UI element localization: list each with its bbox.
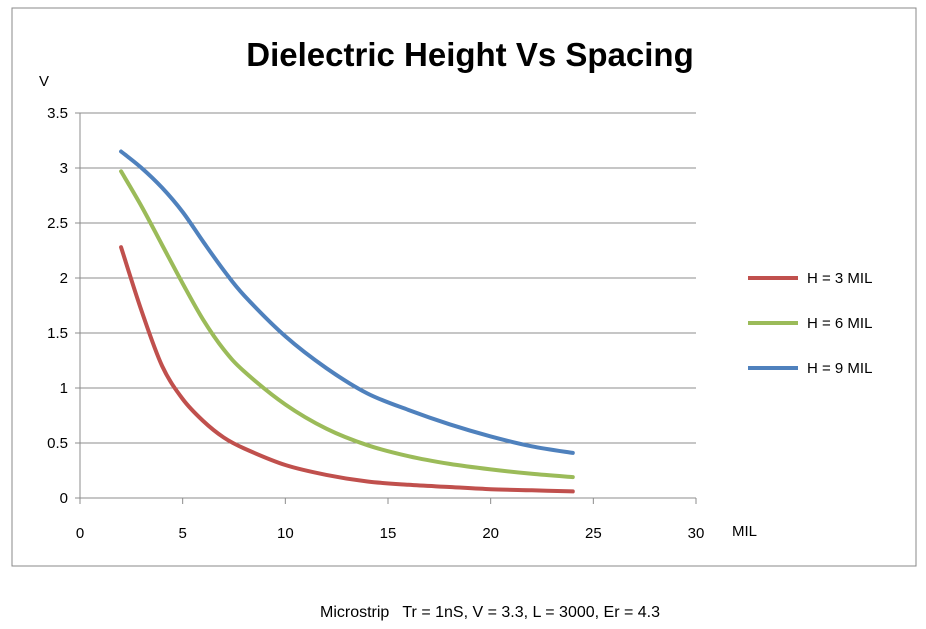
x-axis-label: MIL [732, 523, 757, 540]
x-tick-label: 25 [585, 525, 602, 542]
y-tick-label: 0.5 [47, 435, 68, 452]
axes [75, 112, 697, 504]
legend-label-3: H = 9 MIL [807, 360, 872, 377]
x-tick-label: 15 [380, 525, 397, 542]
x-tick-label: 30 [688, 525, 705, 542]
x-tick-label: 20 [482, 525, 499, 542]
chart-border [11, 7, 917, 567]
legend: H = 3 MIL H = 6 MIL H = 9 MIL [748, 270, 872, 377]
gridlines [80, 112, 696, 444]
y-tick-label: 2 [60, 270, 68, 287]
legend-label-1: H = 3 MIL [807, 270, 872, 287]
legend-label-2: H = 6 MIL [807, 315, 872, 332]
series-line-2 [119, 169, 575, 480]
series-line-3 [119, 149, 575, 455]
x-tick-label: 5 [178, 525, 186, 542]
y-tick-label: 0 [60, 490, 68, 507]
x-tick-label: 0 [76, 525, 84, 542]
y-tick-label: 1.5 [47, 325, 68, 342]
x-tick-label: 10 [277, 525, 294, 542]
y-tick-label: 1 [60, 380, 68, 397]
series-lines [119, 149, 575, 494]
y-tick-labels: 0 0.5 1 1.5 2 2.5 3 3.5 [47, 105, 68, 507]
y-axis-label: V [39, 73, 49, 90]
y-tick-label: 3.5 [47, 105, 68, 122]
x-tick-labels: 0 5 10 15 20 25 30 [76, 525, 705, 542]
y-tick-label: 2.5 [47, 215, 68, 232]
series-line-1 [119, 245, 575, 494]
y-tick-label: 3 [60, 160, 68, 177]
chart-caption: Microstrip Tr = 1nS, V = 3.3, L = 3000, … [320, 604, 660, 621]
chart-title: Dielectric Height Vs Spacing [246, 36, 693, 73]
